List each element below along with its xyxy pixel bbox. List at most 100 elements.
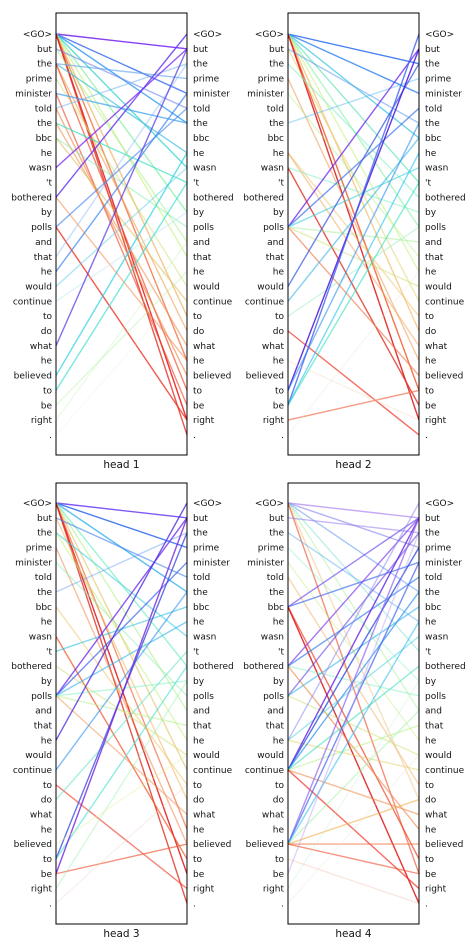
target-token-label: do xyxy=(425,796,437,806)
target-token-label: do xyxy=(193,327,205,337)
source-token-label: right xyxy=(31,885,53,895)
source-token-label: but xyxy=(269,514,284,524)
attention-link xyxy=(287,695,420,756)
attention-links xyxy=(55,502,188,904)
attention-link xyxy=(55,48,188,243)
source-token-label: to xyxy=(275,312,285,322)
target-token-label: to xyxy=(425,781,435,791)
source-token-label: to xyxy=(43,386,53,396)
source-token-label: the xyxy=(37,60,52,70)
source-token-label: to xyxy=(43,312,53,322)
source-token-label: would xyxy=(257,751,284,761)
target-token-label: that xyxy=(193,253,212,263)
source-token-label: he xyxy=(273,357,285,367)
source-token-label: 't xyxy=(46,647,52,657)
target-token-label: by xyxy=(425,677,437,687)
target-token-label: prime xyxy=(193,75,220,85)
attention-link xyxy=(287,680,420,889)
target-token-label: believed xyxy=(193,372,231,382)
source-token-label: polls xyxy=(31,692,52,702)
source-token-label: by xyxy=(41,208,53,218)
target-token-label: right xyxy=(193,416,215,426)
attention-link xyxy=(55,285,188,436)
attention-link xyxy=(287,635,420,741)
source-token-label: told xyxy=(267,573,284,583)
attention-link xyxy=(287,858,420,905)
source-token-label: do xyxy=(41,327,53,337)
source-token-label: he xyxy=(273,618,285,628)
source-token-label: 't xyxy=(278,179,284,189)
target-token-label: he xyxy=(193,825,205,835)
target-token-label: be xyxy=(425,870,437,880)
target-token-label: do xyxy=(425,327,437,337)
target-token-label: and xyxy=(425,707,442,717)
attention-link xyxy=(287,152,420,406)
target-token-label: and xyxy=(193,238,210,248)
attention-panel-3: <GO> <GO> but but the the prime prime minister mi… xyxy=(11,482,234,940)
source-token-label: do xyxy=(273,327,285,337)
attention-link xyxy=(287,532,420,875)
attention-link xyxy=(287,621,420,845)
target-token-label: told xyxy=(193,573,210,583)
target-token-label: bothered xyxy=(425,193,466,203)
target-token-label: believed xyxy=(425,372,463,382)
attention-link xyxy=(55,680,188,697)
attention-link xyxy=(287,107,420,228)
source-token-label: wasn xyxy=(29,164,52,174)
target-token-label: bbc xyxy=(193,603,209,613)
attention-link xyxy=(55,48,188,169)
attention-link xyxy=(55,532,188,741)
target-token-label: to xyxy=(193,312,203,322)
source-token-label: that xyxy=(266,253,285,263)
panel-frame xyxy=(55,482,188,925)
target-token-label: he xyxy=(425,736,437,746)
target-token-label: what xyxy=(425,810,448,820)
target-token-label: told xyxy=(193,104,210,114)
attention-link xyxy=(287,562,420,845)
source-token-label: right xyxy=(263,416,285,426)
target-token-label: bbc xyxy=(425,134,441,144)
target-token-label: what xyxy=(425,342,448,352)
attention-link xyxy=(287,33,420,421)
attention-link xyxy=(55,182,188,391)
source-token-label: polls xyxy=(263,223,284,233)
attention-link xyxy=(287,517,420,771)
target-token-label: believed xyxy=(425,840,463,850)
target-token-label: he xyxy=(425,618,437,628)
source-token-label: he xyxy=(41,736,53,746)
source-token-label: would xyxy=(257,282,284,292)
target-token-label: to xyxy=(425,312,435,322)
target-token-label: to xyxy=(425,855,435,865)
target-token-label: and xyxy=(193,707,210,717)
attention-link xyxy=(55,122,188,184)
attention-link xyxy=(55,517,188,874)
target-token-label: prime xyxy=(425,75,452,85)
attention-link xyxy=(287,33,420,65)
source-token-label: prime xyxy=(258,75,285,85)
source-token-label: believed xyxy=(246,372,284,382)
target-token-label: he xyxy=(425,268,437,278)
attention-link xyxy=(287,166,420,213)
attention-link xyxy=(287,517,420,608)
attention-link xyxy=(287,502,420,711)
attention-link xyxy=(55,196,188,362)
target-token-label: he xyxy=(193,736,205,746)
source-token-label: bothered xyxy=(11,662,52,672)
source-token-label: the xyxy=(269,60,284,70)
target-token-label: continue xyxy=(193,766,233,776)
source-token-label: what xyxy=(30,342,53,352)
attention-link xyxy=(55,561,188,697)
target-token-label: . xyxy=(193,899,196,909)
source-token-label: continue xyxy=(245,766,285,776)
source-token-label: told xyxy=(35,104,52,114)
source-token-label: wasn xyxy=(261,164,284,174)
source-token-label: to xyxy=(43,855,53,865)
attention-link xyxy=(287,152,420,347)
source-token-label: believed xyxy=(14,840,52,850)
source-token-label: told xyxy=(35,573,52,583)
source-token-label: wasn xyxy=(261,632,284,642)
attention-link xyxy=(287,77,420,124)
target-token-label: he xyxy=(425,357,437,367)
attention-link xyxy=(55,107,188,228)
attention-link xyxy=(287,63,420,287)
